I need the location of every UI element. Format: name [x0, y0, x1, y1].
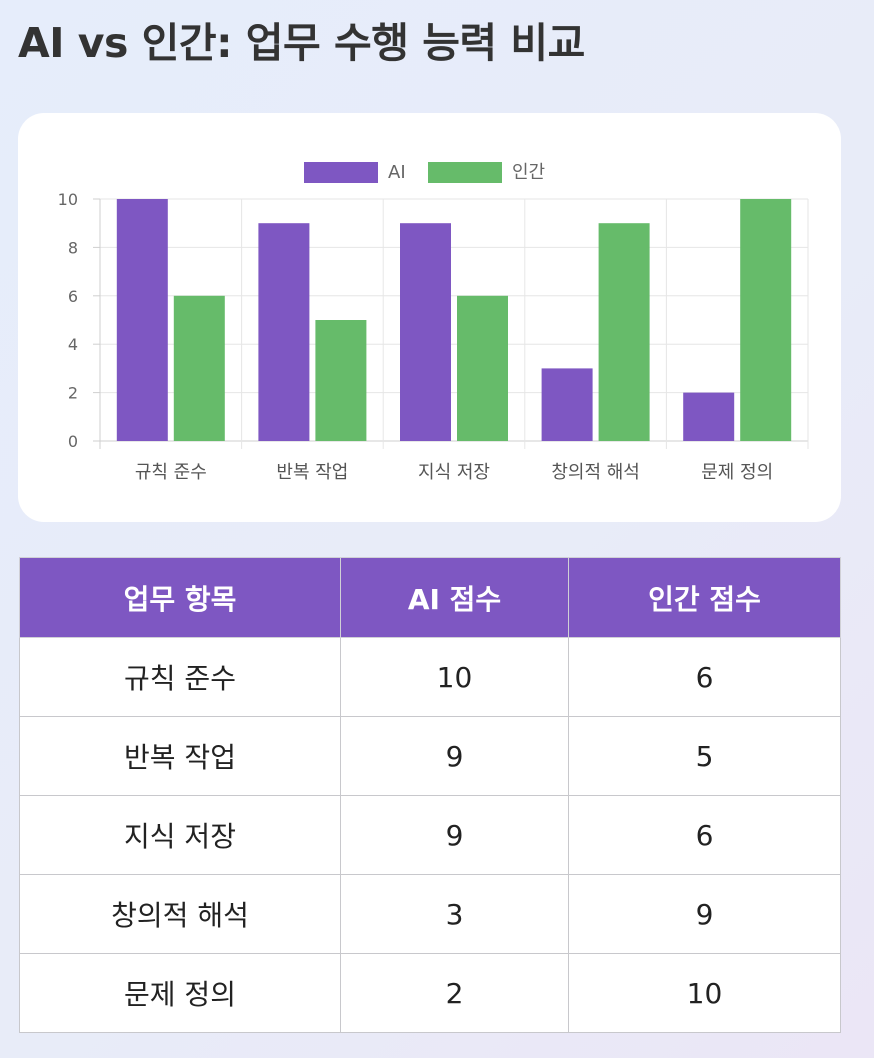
y-tick-label: 4: [68, 335, 78, 354]
bar-ai: [683, 392, 735, 441]
y-tick-label: 10: [58, 190, 78, 209]
bar-chart: 0 2 4 6 8 10 규칙 준수 반복 작업 지식 저장 창의적 해석 문제 정의 AI 인간: [58, 162, 809, 483]
bar-ai: [541, 368, 593, 441]
bar-human: [598, 223, 650, 441]
cell-ai-score: 2: [340, 953, 569, 1033]
cell-human-score: 6: [568, 637, 841, 717]
cell-human-score: 10: [568, 953, 841, 1033]
bar-human: [740, 199, 792, 441]
bar-human: [315, 320, 367, 441]
table-row: 지식 저장 9 6: [19, 795, 841, 875]
legend-label-human: 인간: [512, 162, 545, 183]
column-header-ai-score: AI 점수: [340, 557, 569, 638]
x-tick-label: 지식 저장: [418, 462, 490, 483]
column-header-task: 업무 항목: [19, 557, 341, 638]
bar-human: [173, 295, 225, 441]
cell-task: 문제 정의: [19, 953, 341, 1033]
table-row: 문제 정의 2 10: [19, 953, 841, 1033]
y-tick-label: 8: [68, 238, 78, 257]
cell-human-score: 6: [568, 795, 841, 875]
table-header-row: 업무 항목 AI 점수 인간 점수: [19, 557, 841, 638]
chart-card: 0 2 4 6 8 10 규칙 준수 반복 작업 지식 저장 창의적 해석 문제 정의 AI 인간: [18, 113, 841, 522]
cell-human-score: 9: [568, 874, 841, 954]
table-row: 반복 작업 9 5: [19, 716, 841, 796]
x-tick-label: 창의적 해석: [551, 462, 640, 483]
cell-ai-score: 9: [340, 795, 569, 875]
legend-swatch-human: [428, 162, 502, 183]
page-title: AI vs 인간: 업무 수행 능력 비교: [18, 19, 585, 67]
table-row: 창의적 해석 3 9: [19, 874, 841, 954]
legend-label-ai: AI: [388, 162, 406, 183]
cell-task: 규칙 준수: [19, 637, 341, 717]
score-table: 업무 항목 AI 점수 인간 점수 규칙 준수 10 6 반복 작업 9 5 지…: [19, 557, 841, 1033]
column-header-human-score: 인간 점수: [568, 557, 841, 638]
bar-ai: [116, 199, 168, 441]
y-tick-label: 0: [68, 432, 78, 451]
x-tick-label: 문제 정의: [701, 462, 773, 483]
y-tick-label: 2: [68, 384, 78, 403]
cell-task: 지식 저장: [19, 795, 341, 875]
cell-task: 반복 작업: [19, 716, 341, 796]
legend-swatch-ai: [304, 162, 378, 183]
y-tick-label: 6: [68, 287, 78, 306]
bar-ai: [258, 223, 310, 441]
x-tick-label: 규칙 준수: [135, 462, 207, 483]
cell-task: 창의적 해석: [19, 874, 341, 954]
cell-ai-score: 3: [340, 874, 569, 954]
x-tick-label: 반복 작업: [276, 462, 348, 483]
cell-human-score: 5: [568, 716, 841, 796]
bar-ai: [400, 223, 451, 441]
bar-human: [457, 295, 508, 441]
cell-ai-score: 9: [340, 716, 569, 796]
table-row: 규칙 준수 10 6: [19, 637, 841, 717]
cell-ai-score: 10: [340, 637, 569, 717]
